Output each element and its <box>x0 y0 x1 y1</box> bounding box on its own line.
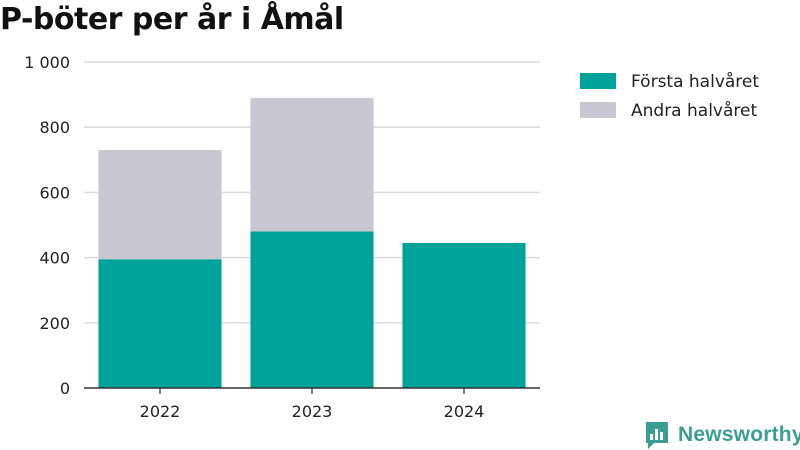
bar-chart-logo-icon <box>646 422 668 449</box>
x-tick-label: 2022 <box>140 402 181 421</box>
legend: Första halvåret Andra halvåret <box>580 71 759 121</box>
bar-2022-series-2 <box>98 150 222 260</box>
legend-label: Första halvåret <box>631 71 759 92</box>
y-tick-label: 1 000 <box>24 53 70 72</box>
legend-swatch <box>580 73 616 89</box>
y-tick-label: 0 <box>60 379 70 398</box>
x-axis-ticks: 2022 2023 2024 <box>140 388 485 421</box>
chart-title: P-böter per år i Åmål <box>0 2 344 37</box>
y-tick-label: 600 <box>39 183 70 202</box>
legend-label: Andra halvåret <box>631 100 757 121</box>
bar-2023-series-1 <box>250 231 374 388</box>
bar-2023-series-2 <box>250 97 374 232</box>
bar-2022-series-1 <box>98 259 222 388</box>
newsworthy-logo: Newsworthy <box>644 420 800 450</box>
bar-2024-series-1 <box>402 242 526 388</box>
y-axis-ticks: 0 200 400 600 800 1 000 <box>24 53 70 398</box>
y-tick-label: 200 <box>39 314 70 333</box>
y-tick-label: 800 <box>39 118 70 137</box>
y-tick-label: 400 <box>39 249 70 268</box>
x-tick-label: 2024 <box>444 402 485 421</box>
brand-name: Newsworthy <box>678 423 800 446</box>
x-tick-label: 2023 <box>292 402 333 421</box>
legend-swatch <box>580 102 616 118</box>
bars <box>98 97 526 388</box>
